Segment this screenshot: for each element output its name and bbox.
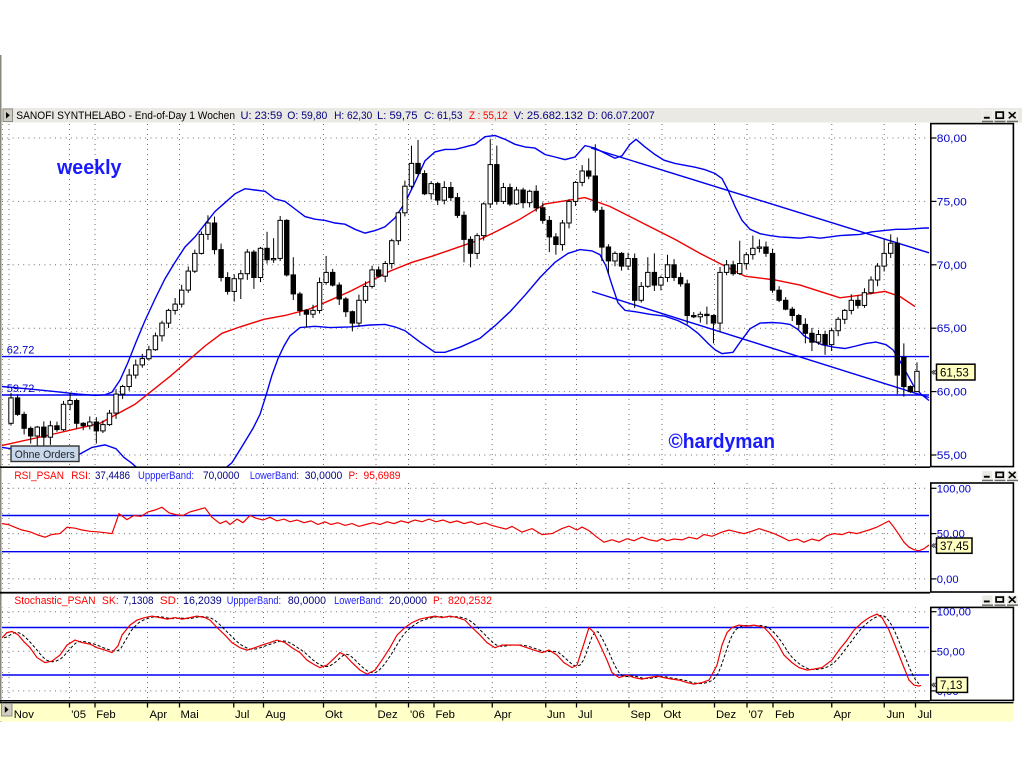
- svg-text:37,4486: 37,4486: [95, 470, 130, 482]
- svg-text:Sep: Sep: [631, 709, 651, 721]
- svg-text:Apr: Apr: [150, 709, 168, 721]
- svg-text:UppperBand:: UppperBand:: [138, 470, 194, 482]
- svg-text:L: 59,75: L: 59,75: [377, 110, 418, 122]
- svg-text:820,2532: 820,2532: [448, 595, 492, 607]
- svg-text:Jul: Jul: [578, 709, 592, 721]
- svg-text:weekly: weekly: [56, 157, 122, 179]
- svg-text:75,00: 75,00: [937, 196, 967, 208]
- svg-text:©hardyman: ©hardyman: [669, 431, 776, 453]
- svg-text:50,00: 50,00: [937, 646, 965, 658]
- svg-text:C: 61,53: C: 61,53: [424, 110, 463, 122]
- svg-text:80,0000: 80,0000: [288, 595, 326, 607]
- svg-text:100,00: 100,00: [937, 483, 971, 495]
- svg-text:'06: '06: [410, 709, 425, 721]
- svg-text:37,45: 37,45: [940, 541, 969, 553]
- svg-text:H: 62,30: H: 62,30: [334, 110, 372, 122]
- svg-text:59.72: 59.72: [7, 383, 35, 395]
- svg-text:'07: '07: [749, 709, 764, 721]
- svg-text:LowerBand:: LowerBand:: [250, 470, 299, 482]
- svg-text:100,00: 100,00: [937, 607, 971, 619]
- svg-text:'05: '05: [71, 709, 86, 721]
- svg-text:55,00: 55,00: [937, 450, 967, 462]
- svg-text:Ohne Orders: Ohne Orders: [15, 449, 75, 461]
- svg-text:RSI:: RSI:: [71, 470, 90, 482]
- svg-text:Apr: Apr: [494, 709, 512, 721]
- svg-text:O: 59,80: O: 59,80: [287, 110, 327, 122]
- svg-text:P:: P:: [349, 470, 358, 482]
- svg-text:SD:: SD:: [160, 595, 179, 607]
- svg-text:SANOFI SYNTHELABO - End-of-Day: SANOFI SYNTHELABO - End-of-Day 1 Wochen: [16, 110, 235, 122]
- svg-text:Z : 55,12: Z : 55,12: [469, 110, 507, 122]
- svg-text:20,0000: 20,0000: [389, 595, 427, 607]
- svg-text:16,2039: 16,2039: [183, 595, 222, 607]
- svg-text:Jul: Jul: [235, 709, 249, 721]
- svg-text:Okt: Okt: [664, 709, 682, 721]
- svg-text:Dez: Dez: [378, 709, 398, 721]
- svg-text:Apr: Apr: [834, 709, 852, 721]
- svg-text:Aug: Aug: [266, 709, 286, 721]
- svg-text:RSI_PSAN: RSI_PSAN: [14, 470, 64, 482]
- svg-text:80,00: 80,00: [937, 133, 967, 145]
- svg-text:U: 23:59: U: 23:59: [241, 110, 283, 122]
- svg-text:Feb: Feb: [96, 709, 115, 721]
- svg-text:Nov: Nov: [14, 709, 34, 721]
- svg-text:Jun: Jun: [547, 709, 565, 721]
- svg-text:7,13: 7,13: [940, 680, 962, 692]
- svg-text:Jul: Jul: [918, 709, 932, 721]
- svg-text:7,1308: 7,1308: [123, 595, 154, 607]
- svg-text:Dez: Dez: [716, 709, 736, 721]
- svg-text:UppperBand:: UppperBand:: [227, 595, 281, 607]
- svg-text:Jun: Jun: [887, 709, 905, 721]
- svg-text:Feb: Feb: [436, 709, 455, 721]
- svg-text:Mai: Mai: [181, 709, 199, 721]
- svg-text:30,0000: 30,0000: [305, 470, 343, 482]
- svg-text:65,00: 65,00: [937, 323, 967, 335]
- svg-text:D: 06.07.2007: D: 06.07.2007: [587, 110, 654, 122]
- svg-text:Feb: Feb: [775, 709, 794, 721]
- svg-text:62.72: 62.72: [7, 345, 35, 357]
- svg-text:LowerBand:: LowerBand:: [334, 595, 383, 607]
- svg-text:Stochastic_PSAN: Stochastic_PSAN: [14, 595, 95, 607]
- svg-text:70,0000: 70,0000: [203, 470, 239, 482]
- svg-text:60,00: 60,00: [937, 387, 967, 399]
- svg-text:70,00: 70,00: [937, 260, 967, 272]
- svg-text:Okt: Okt: [325, 709, 343, 721]
- svg-text:V: 25.682.132: V: 25.682.132: [514, 110, 583, 122]
- svg-text:61,53: 61,53: [940, 367, 969, 379]
- svg-text:SK:: SK:: [102, 595, 119, 607]
- svg-text:P:: P:: [433, 595, 443, 607]
- svg-text:0,00: 0,00: [937, 574, 959, 586]
- svg-text:95,6989: 95,6989: [364, 470, 401, 482]
